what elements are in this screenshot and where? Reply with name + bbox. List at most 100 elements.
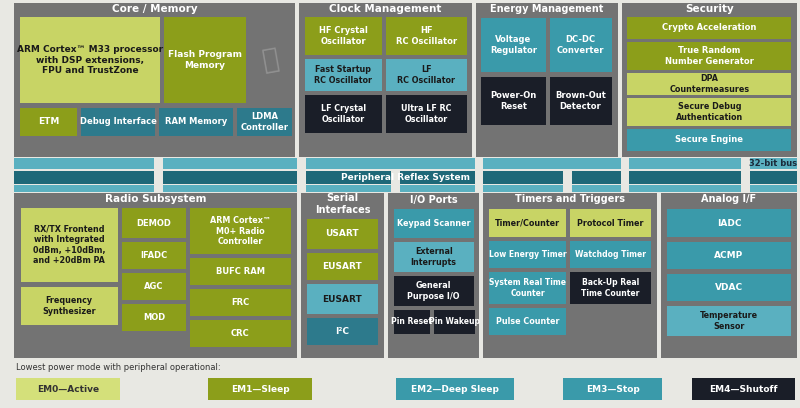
Text: HF Crystal
Oscillator: HF Crystal Oscillator: [319, 26, 368, 46]
FancyBboxPatch shape: [164, 17, 246, 103]
Text: VDAC: VDAC: [715, 283, 743, 292]
FancyBboxPatch shape: [14, 171, 797, 184]
FancyBboxPatch shape: [81, 108, 155, 136]
FancyBboxPatch shape: [550, 18, 612, 72]
FancyBboxPatch shape: [297, 185, 306, 192]
Text: Analog I/F: Analog I/F: [702, 195, 757, 204]
FancyBboxPatch shape: [741, 171, 750, 184]
Text: Clock Management: Clock Management: [329, 4, 442, 14]
Text: Radio Subsystem: Radio Subsystem: [105, 195, 206, 204]
FancyBboxPatch shape: [627, 17, 791, 39]
Text: General
Purpose I/O: General Purpose I/O: [407, 281, 460, 301]
FancyBboxPatch shape: [627, 73, 791, 95]
FancyBboxPatch shape: [396, 378, 514, 400]
FancyBboxPatch shape: [154, 157, 163, 170]
Text: USART: USART: [326, 229, 359, 239]
FancyBboxPatch shape: [21, 208, 118, 282]
FancyBboxPatch shape: [621, 185, 630, 192]
Text: System Real Time
Counter: System Real Time Counter: [490, 278, 566, 298]
FancyBboxPatch shape: [301, 193, 384, 358]
FancyBboxPatch shape: [305, 95, 382, 133]
Text: DPA
Countermeasures: DPA Countermeasures: [670, 74, 750, 94]
Text: Secure Debug
Authentication: Secure Debug Authentication: [676, 102, 743, 122]
Text: Secure Engine: Secure Engine: [675, 135, 743, 144]
FancyBboxPatch shape: [122, 273, 186, 300]
FancyBboxPatch shape: [305, 17, 382, 55]
Text: EM0—Active: EM0—Active: [37, 384, 99, 393]
FancyBboxPatch shape: [190, 320, 291, 347]
FancyBboxPatch shape: [386, 17, 466, 55]
Text: Brown-Out
Detector: Brown-Out Detector: [555, 91, 606, 111]
Text: Pulse Counter: Pulse Counter: [496, 317, 559, 326]
FancyBboxPatch shape: [475, 3, 618, 157]
FancyBboxPatch shape: [394, 242, 474, 272]
Text: Fast Startup
RC Oscillator: Fast Startup RC Oscillator: [314, 65, 373, 85]
Text: Crypto Acceleration: Crypto Acceleration: [662, 24, 757, 33]
Text: RAM Memory: RAM Memory: [165, 118, 227, 126]
FancyBboxPatch shape: [154, 185, 163, 192]
Text: MOD: MOD: [143, 313, 165, 322]
Text: Energy Management: Energy Management: [490, 4, 603, 14]
FancyBboxPatch shape: [394, 209, 474, 238]
Text: External
Interrupts: External Interrupts: [410, 247, 457, 267]
Text: Protocol Timer: Protocol Timer: [578, 219, 644, 228]
Text: IFADC: IFADC: [141, 251, 168, 260]
FancyBboxPatch shape: [14, 185, 797, 192]
FancyBboxPatch shape: [390, 185, 400, 192]
Text: True Random
Number Generator: True Random Number Generator: [665, 46, 754, 66]
FancyBboxPatch shape: [386, 95, 466, 133]
FancyBboxPatch shape: [691, 378, 795, 400]
Text: EM1—Sleep: EM1—Sleep: [230, 384, 290, 393]
FancyBboxPatch shape: [570, 272, 651, 304]
Text: IADC: IADC: [717, 219, 742, 228]
FancyBboxPatch shape: [627, 42, 791, 70]
FancyBboxPatch shape: [190, 258, 291, 285]
FancyBboxPatch shape: [14, 3, 295, 157]
FancyBboxPatch shape: [20, 108, 77, 136]
FancyBboxPatch shape: [122, 208, 186, 238]
FancyBboxPatch shape: [297, 157, 306, 170]
Text: LF
RC Oscillator: LF RC Oscillator: [398, 65, 455, 85]
FancyBboxPatch shape: [667, 209, 791, 237]
FancyBboxPatch shape: [474, 171, 483, 184]
Text: Back-Up Real
Time Counter: Back-Up Real Time Counter: [582, 278, 640, 298]
FancyBboxPatch shape: [550, 77, 612, 125]
Text: ACMP: ACMP: [714, 251, 744, 260]
Text: EM2—Deep Sleep: EM2—Deep Sleep: [411, 384, 498, 393]
Text: 32-bit bus: 32-bit bus: [749, 159, 797, 168]
FancyBboxPatch shape: [190, 289, 291, 316]
FancyBboxPatch shape: [190, 208, 291, 254]
FancyBboxPatch shape: [627, 98, 791, 126]
Text: Debug Interface: Debug Interface: [80, 118, 157, 126]
FancyBboxPatch shape: [299, 3, 472, 157]
Text: ETM: ETM: [38, 118, 59, 126]
Text: LF Crystal
Oscillator: LF Crystal Oscillator: [321, 104, 366, 124]
Text: RX/TX Frontend
with Integrated
0dBm, +10dBm,
and +20dBm PA: RX/TX Frontend with Integrated 0dBm, +10…: [33, 225, 106, 265]
Text: Security: Security: [685, 4, 734, 14]
FancyBboxPatch shape: [11, 0, 800, 408]
Text: Pin Wakeup: Pin Wakeup: [429, 317, 480, 326]
FancyBboxPatch shape: [474, 185, 483, 192]
Text: Timers and Triggers: Timers and Triggers: [515, 195, 626, 204]
FancyBboxPatch shape: [388, 193, 479, 358]
Text: Voltage
Regulator: Voltage Regulator: [490, 35, 537, 55]
FancyBboxPatch shape: [20, 17, 160, 103]
FancyBboxPatch shape: [122, 242, 186, 269]
FancyBboxPatch shape: [570, 209, 651, 237]
Text: ARM Cortex™
M0+ Radio
Controller: ARM Cortex™ M0+ Radio Controller: [210, 216, 270, 246]
Text: Peripheral Reflex System: Peripheral Reflex System: [341, 173, 470, 182]
FancyBboxPatch shape: [307, 318, 378, 345]
FancyBboxPatch shape: [21, 287, 118, 325]
Text: DEMOD: DEMOD: [137, 219, 171, 228]
Text: I²C: I²C: [335, 327, 350, 336]
FancyBboxPatch shape: [490, 209, 566, 237]
Text: Pin Reset: Pin Reset: [391, 317, 433, 326]
Text: Timer/Counter: Timer/Counter: [495, 219, 560, 228]
FancyBboxPatch shape: [248, 17, 292, 103]
FancyBboxPatch shape: [394, 310, 430, 334]
Text: EM4—Shutoff: EM4—Shutoff: [709, 384, 778, 393]
FancyBboxPatch shape: [621, 171, 630, 184]
FancyBboxPatch shape: [14, 193, 297, 358]
FancyBboxPatch shape: [482, 77, 546, 125]
FancyBboxPatch shape: [474, 157, 483, 170]
